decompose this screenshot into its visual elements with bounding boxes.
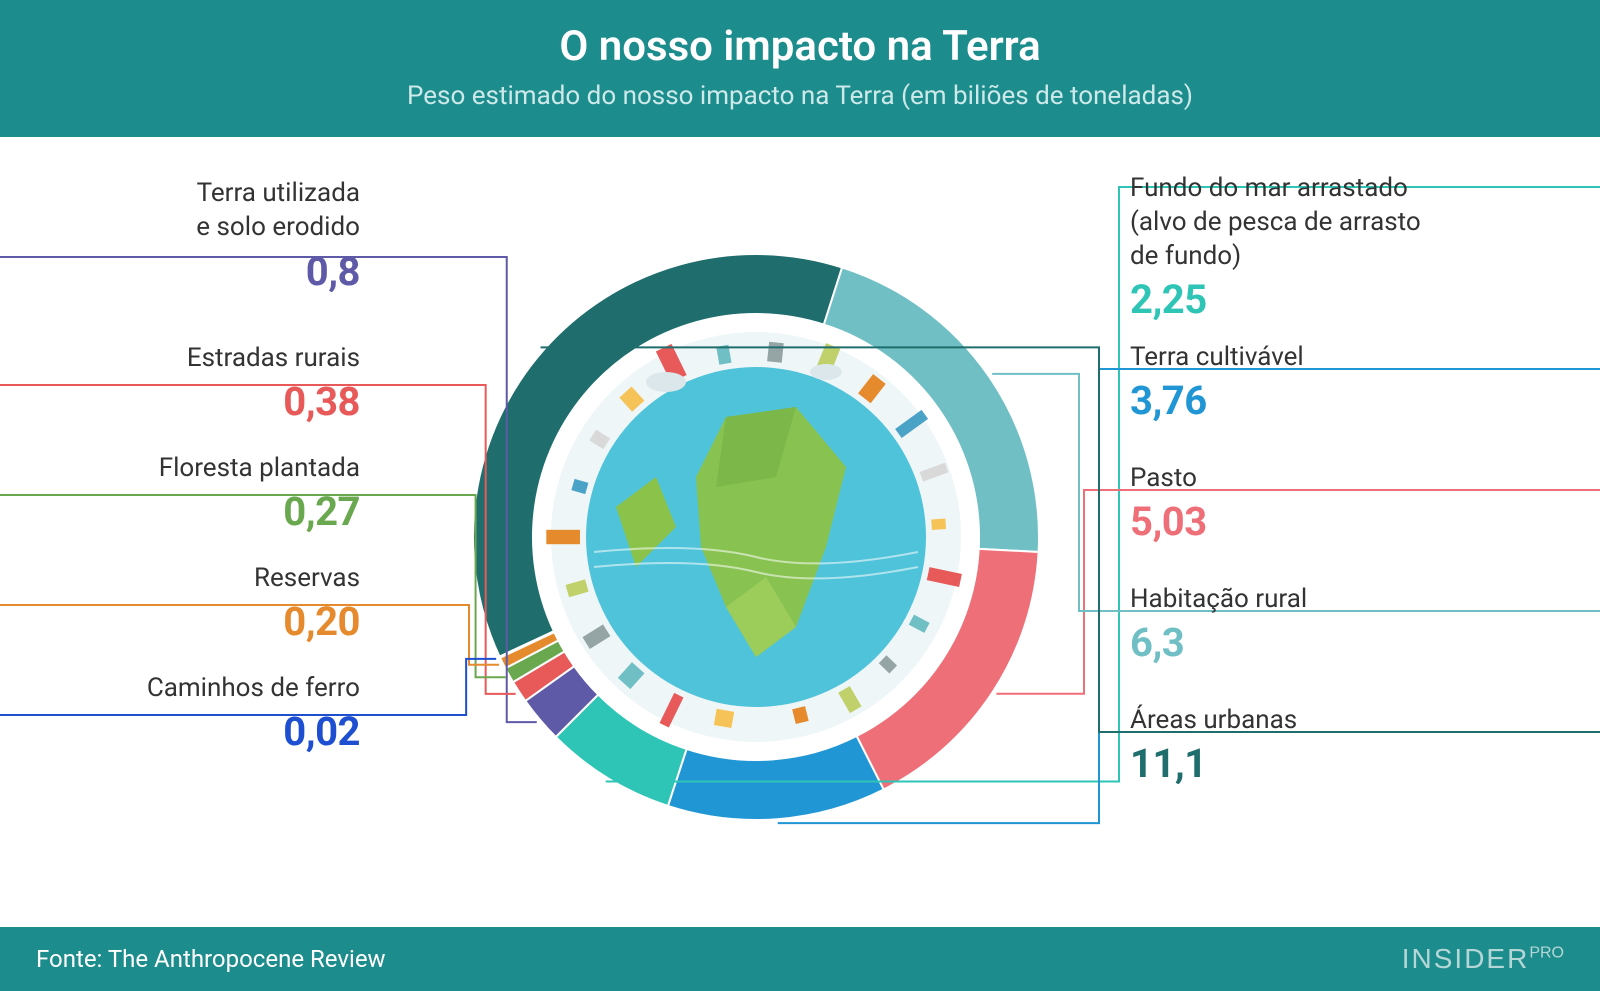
label-floresta: Floresta plantada0,27 bbox=[0, 452, 360, 537]
label-value: 3,76 bbox=[1130, 376, 1570, 426]
label-pasto: Pasto5,03 bbox=[1130, 462, 1570, 547]
label-value: 0,02 bbox=[0, 707, 360, 757]
donut-segment-cultiv bbox=[668, 736, 884, 820]
label-fundo: Fundo do mar arrastado(alvo de pesca de … bbox=[1130, 172, 1570, 325]
label-name: Terra utilizadae solo erodido bbox=[0, 177, 360, 245]
label-estradas: Estradas rurais0,38 bbox=[0, 342, 360, 427]
chart-subtitle: Peso estimado do nosso impacto na Terra … bbox=[10, 81, 1590, 111]
label-value: 0,20 bbox=[0, 597, 360, 647]
chart-title: O nosso impacto na Terra bbox=[10, 22, 1590, 71]
label-value: 5,03 bbox=[1130, 497, 1570, 547]
label-urbanas: Áreas urbanas11,1 bbox=[1130, 704, 1570, 789]
chart-area: Fundo do mar arrastado(alvo de pesca de … bbox=[0, 137, 1600, 927]
label-name: Reservas bbox=[0, 562, 360, 595]
label-value: 0,27 bbox=[0, 487, 360, 537]
label-value: 11,1 bbox=[1130, 739, 1570, 789]
label-value: 2,25 bbox=[1130, 275, 1570, 325]
label-reservas: Reservas0,20 bbox=[0, 562, 360, 647]
label-terra_solo: Terra utilizadae solo erodido0,8 bbox=[0, 177, 360, 297]
label-value: 0,8 bbox=[0, 247, 360, 297]
footer-bar: Fonte: The Anthropocene Review INSIDERPR… bbox=[0, 927, 1600, 991]
label-name: Floresta plantada bbox=[0, 452, 360, 485]
label-value: 6,3 bbox=[1130, 618, 1570, 668]
source-text: Fonte: The Anthropocene Review bbox=[36, 945, 386, 973]
brand-logo: INSIDERPRO bbox=[1402, 943, 1564, 975]
globe-illustration bbox=[546, 332, 962, 742]
label-value: 0,38 bbox=[0, 377, 360, 427]
leader-estradas bbox=[0, 385, 516, 694]
label-name: Pasto bbox=[1130, 462, 1570, 495]
label-name: Habitação rural bbox=[1130, 583, 1570, 616]
label-rural_hab: Habitação rural6,3 bbox=[1130, 583, 1570, 668]
label-name: Estradas rurais bbox=[0, 342, 360, 375]
label-name: Caminhos de ferro bbox=[0, 672, 360, 705]
label-ferro: Caminhos de ferro0,02 bbox=[0, 672, 360, 757]
label-name: Áreas urbanas bbox=[1130, 704, 1570, 737]
label-name: Fundo do mar arrastado(alvo de pesca de … bbox=[1130, 172, 1570, 273]
header-banner: O nosso impacto na Terra Peso estimado d… bbox=[0, 0, 1600, 137]
label-cultiv: Terra cultivável3,76 bbox=[1130, 341, 1570, 426]
label-name: Terra cultivável bbox=[1130, 341, 1570, 374]
